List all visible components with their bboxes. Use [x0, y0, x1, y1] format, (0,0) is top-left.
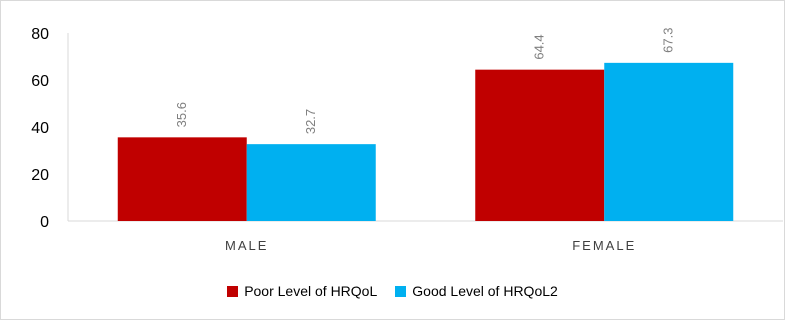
bar — [475, 69, 605, 221]
y-tick-label: 80 — [31, 26, 49, 43]
legend-swatch-good — [395, 285, 407, 297]
x-category-label: FEMALE — [572, 238, 636, 253]
legend-item-good: Good Level of HRQoL2 — [395, 283, 558, 299]
legend-label-poor: Poor Level of HRQoL — [244, 283, 378, 299]
y-tick-label: 60 — [31, 73, 49, 90]
y-tick-label: 20 — [31, 167, 49, 184]
legend-swatch-poor — [227, 285, 239, 297]
legend: Poor Level of HRQoL Good Level of HRQoL2 — [1, 283, 784, 299]
bar — [117, 137, 247, 221]
data-label: 64.4 — [532, 34, 547, 59]
y-tick-label: 0 — [40, 214, 49, 231]
data-label: 67.3 — [661, 28, 676, 53]
x-category-label: MALE — [225, 238, 268, 253]
data-label: 32.7 — [303, 109, 318, 134]
data-label: 35.6 — [174, 102, 189, 127]
legend-label-good: Good Level of HRQoL2 — [412, 283, 558, 299]
bar — [246, 144, 376, 221]
legend-item-poor: Poor Level of HRQoL — [227, 283, 377, 299]
y-tick-label: 40 — [31, 120, 49, 137]
bar — [604, 62, 734, 221]
